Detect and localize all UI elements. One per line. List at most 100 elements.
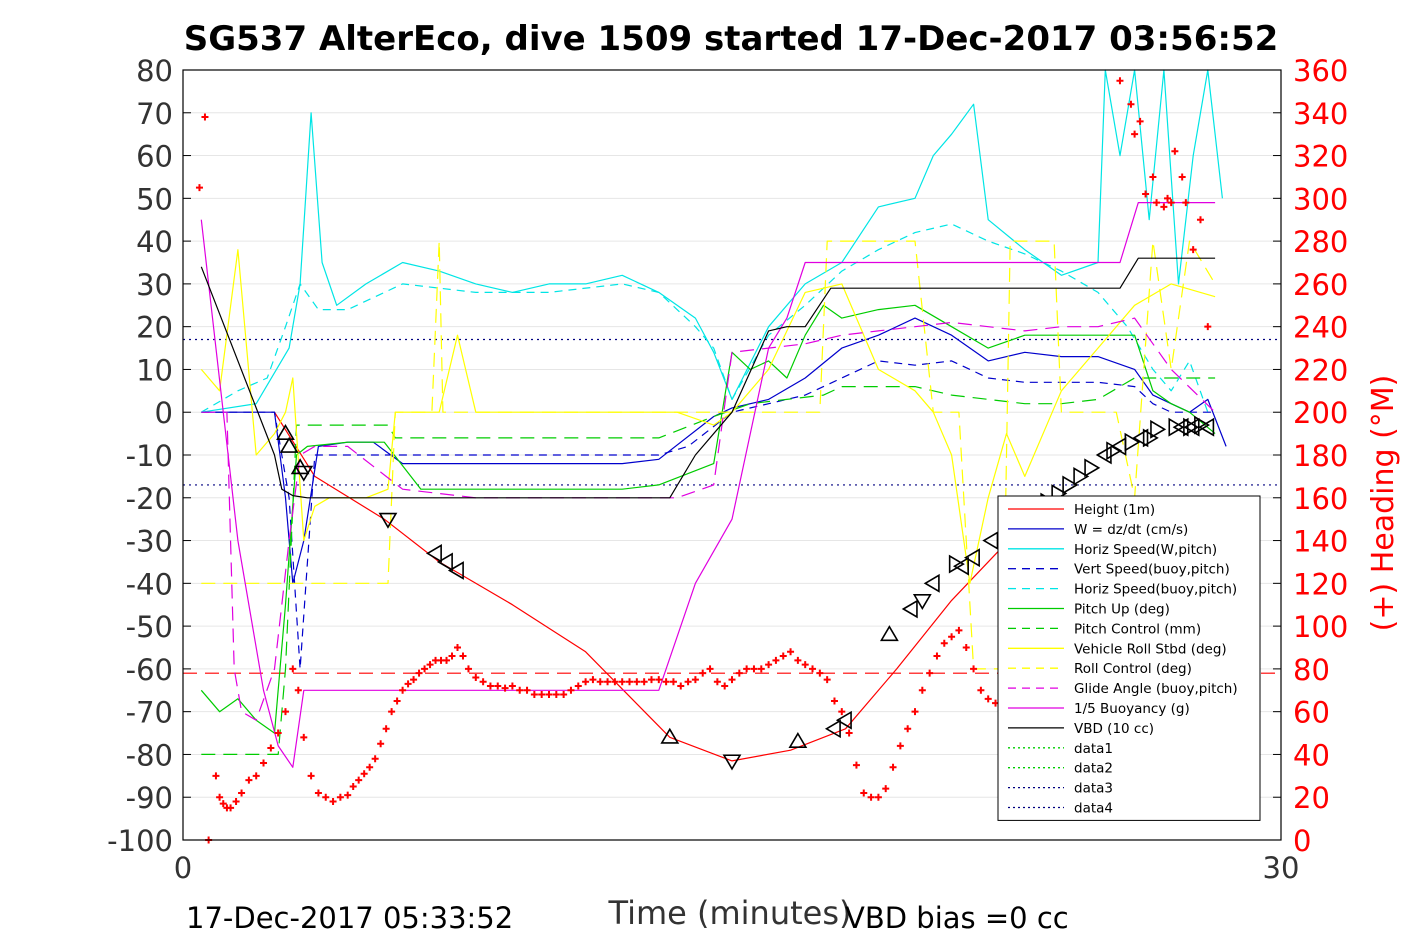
y-right-tick-label: 220 [1293,353,1348,387]
heading-point [227,804,235,812]
heading-point [1136,117,1144,125]
heading-point [404,680,412,688]
y-tick-label: -50 [126,610,173,644]
y-tick-label: 70 [136,97,173,131]
heading-point [896,742,904,750]
heading-point [662,678,670,686]
heading-point [984,695,992,703]
y-right-tick-label: 340 [1293,97,1348,131]
triangle-up [788,732,808,749]
series-line: Horiz Speed(W,pitch) [201,69,1223,413]
series-line: Horiz Speed(buoy,pitch) [200,223,1209,413]
heading-point [940,639,948,647]
y-right-tick-label: 260 [1293,268,1348,302]
series-line: Vert Speed(buoy,pitch) [201,360,1216,670]
heading-point [238,789,246,797]
triangle-down [378,512,398,529]
y-right-tick-label: 280 [1293,225,1348,259]
y-right-tick-label: 140 [1293,525,1348,559]
heading-point [721,682,729,690]
heading-point [889,763,897,771]
y-tick-label: 50 [136,182,173,216]
heading-point [640,678,648,686]
triangle-right [1084,458,1101,478]
legend-label: VBD (10 cc) [1074,721,1154,737]
y-tick-label: 60 [136,140,173,174]
legend-label: Height (1m) [1074,502,1155,518]
y-axis-right: 3603403203002802602402202001801601401201… [1273,54,1348,858]
y-right-tick-label: 100 [1293,610,1348,644]
y-right-tick-label: 40 [1293,738,1330,772]
series-line: 1/5 Buoyancy (g) [200,202,1216,768]
heading-point [918,686,926,694]
triangle-up [879,625,899,642]
y-right-tick-label: 60 [1293,696,1330,730]
heading-point [355,776,363,784]
series-line: Pitch Control (mm) [201,377,1216,756]
triangle-left [901,599,918,619]
heading-point [344,791,352,799]
y-tick-label: -80 [126,738,173,772]
heading-point [860,789,868,797]
chart-title: SG537 AlterEco, dive 1509 started 17-Dec… [184,19,1279,59]
heading-point [426,661,434,669]
triangle-up [660,727,680,744]
legend-label: data3 [1074,781,1113,797]
heading-point [545,691,553,699]
heading-point [552,691,560,699]
x-axis-label: Time (minutes) [608,894,852,932]
heading-point [300,733,308,741]
legend-label: Roll Control (deg) [1074,661,1192,677]
y-tick-label: 30 [136,268,173,302]
y-right-tick-label: 160 [1293,482,1348,516]
triangle-left [923,573,940,593]
heading-point [501,684,509,692]
heading-point [1160,203,1168,211]
triangle-right [1124,432,1141,452]
triangle-right [1168,417,1185,437]
heading-point [294,686,302,694]
y-right-tick-label: 120 [1293,567,1348,601]
heading-point [516,686,524,694]
footer-timestamp: 17-Dec-2017 05:33:52 [186,901,513,935]
heading-point [706,665,714,673]
heading-point [322,793,330,801]
y-right-tick-label: 320 [1293,140,1348,174]
heading-point [823,676,831,684]
y-tick-label: 80 [136,54,173,88]
heading-point [472,673,480,681]
heading-point [655,676,663,684]
heading-point [219,800,227,808]
heading-point [1149,173,1157,181]
heading-point [611,678,619,686]
heading-point [421,665,429,673]
y-right-tick-label: 80 [1293,653,1330,687]
heading-point [360,770,368,778]
y-tick-label: -90 [126,781,173,815]
y-axis-left: 80 70 60 50 40 30 20 10 0 -10 -20 -30 -40 -50 -60 -70 -8… [107,54,191,858]
y-tick-label: -20 [126,482,173,516]
y-right-tick-label: 0 [1293,824,1311,858]
heading-point [1204,323,1212,331]
y-tick-label: 40 [136,225,173,259]
heading-point [574,682,582,690]
heading-point [677,682,685,690]
heading-point [366,763,374,771]
triangle-up [279,436,299,453]
heading-point [970,665,978,673]
legend-label: 1/5 Buoyancy (g) [1074,701,1190,717]
y-axis-right-label: (+) Heading (°M) [1366,375,1401,632]
y-right-tick-label: 200 [1293,396,1348,430]
triangle-left [1095,445,1112,465]
heading-point [382,725,390,733]
legend-label: data4 [1074,801,1113,817]
heading-point [314,789,322,797]
legend: Height (1m) W = dz/dt (cm/s) Horiz Speed(W… [997,495,1261,821]
heading-point [582,678,590,686]
heading-point [845,729,853,737]
heading-point [479,678,487,686]
heading-point [794,656,802,664]
heading-point [669,678,677,686]
y-right-tick-label: 180 [1293,439,1348,473]
heading-point [1189,246,1197,254]
